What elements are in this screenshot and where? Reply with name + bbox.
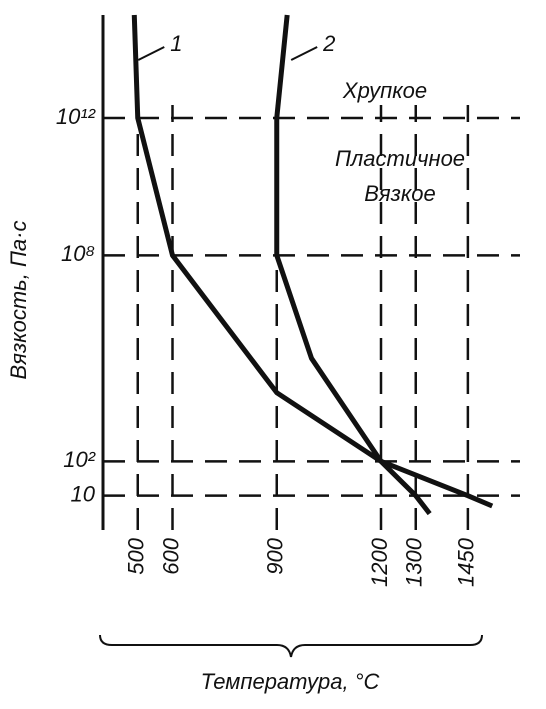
x-tick-label: 1300 [402,537,427,587]
x-axis-label: Температура, °C [201,669,380,694]
annotation: Вязкое [364,181,436,206]
y-tick-label: 10 [71,481,96,506]
series-label: 2 [322,31,335,56]
annotation: Хрупкое [342,78,427,103]
label-leader [290,46,318,61]
y-tick-label: 10⁸ [61,241,95,266]
axis-brace [99,634,483,658]
line [274,14,432,516]
label-leader [137,46,165,61]
y-axis-label: Вязкость, Па·с [6,221,31,380]
x-tick-label: 500 [124,537,149,574]
series-label: 1 [170,31,182,56]
y-tick-label: 10¹² [56,104,96,129]
x-tick-label: 600 [158,537,183,574]
annotation: Пластичное [335,146,465,171]
x-tick-label: 900 [263,537,288,574]
x-tick-label: 1200 [367,537,392,587]
y-tick-label: 10² [63,447,95,472]
line [131,14,494,509]
x-tick-label: 1450 [454,537,479,587]
